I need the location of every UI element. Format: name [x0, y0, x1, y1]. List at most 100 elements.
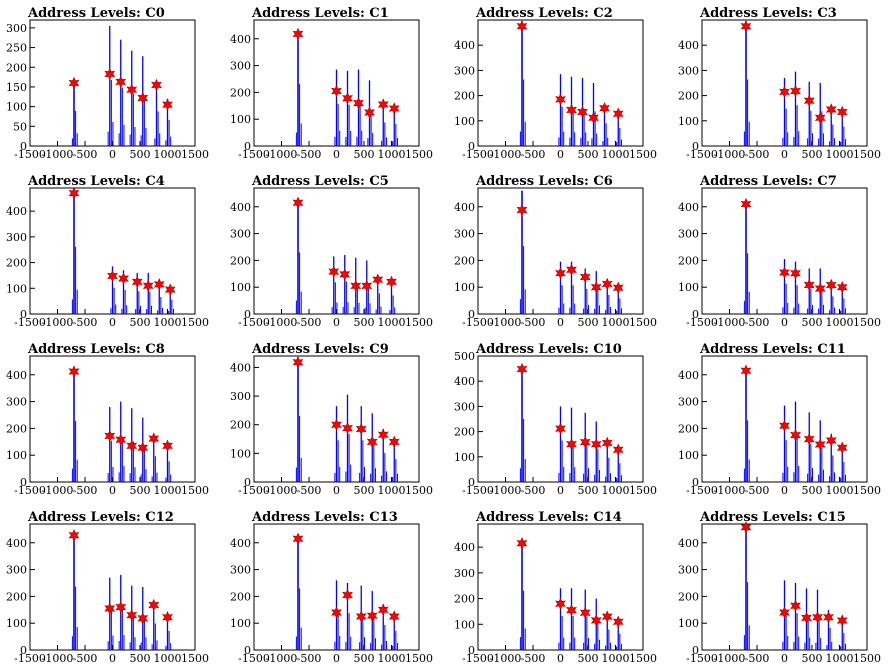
y-tick-label: 0 [244, 476, 251, 489]
x-tick-label: 1500 [629, 148, 657, 161]
y-tick-label: 100 [678, 617, 699, 630]
y-tick-label: 0 [692, 140, 699, 153]
panel-title: Address Levels: C6 [475, 174, 613, 189]
y-tick-label: 100 [678, 115, 699, 128]
peak-marker [339, 268, 351, 281]
y-tick-label: 0 [20, 308, 27, 321]
peak-marker [566, 437, 577, 451]
x-tick-label: 0 [333, 652, 340, 665]
histogram-panel: Address Levels: C2 0 100 200 300 400 -1500-100… [454, 6, 657, 161]
y-tick-label: 0 [244, 140, 251, 153]
x-tick-label: -500 [297, 148, 322, 161]
x-tick-label: -1000 [490, 316, 522, 329]
peak-marker [601, 610, 613, 623]
y-tick-label: 300 [454, 64, 475, 77]
y-tick-label: 200 [230, 590, 251, 603]
peak-marker [115, 75, 127, 89]
y-tick-label: 300 [678, 396, 699, 409]
plot-frame [253, 187, 420, 315]
y-tick-label: 200 [678, 254, 699, 267]
peak-marker [825, 434, 837, 447]
x-tick-label: 1000 [378, 148, 406, 161]
x-tick-label: 0 [781, 316, 788, 329]
x-tick-label: 1000 [602, 484, 630, 497]
peak-marker [115, 600, 127, 614]
panel-title: Address Levels: C11 [699, 342, 846, 357]
peak-marker [342, 92, 353, 105]
x-tick-label: 500 [354, 652, 375, 665]
peak-marker [131, 275, 143, 289]
x-tick-label: 1000 [378, 652, 406, 665]
y-tick-label: 0 [244, 308, 251, 321]
x-tick-label: 1500 [629, 484, 657, 497]
peak-marker [566, 263, 577, 277]
x-tick-label: -500 [73, 148, 98, 161]
peak-marker [566, 103, 577, 117]
x-tick-label: 1000 [602, 316, 630, 329]
y-tick-label: 200 [230, 86, 251, 99]
peak-marker [779, 85, 790, 99]
peak-marker [350, 279, 362, 293]
peak-marker [331, 418, 342, 431]
peak-marker [740, 20, 752, 33]
x-tick-label: -1500 [238, 148, 270, 161]
y-tick-label: 200 [6, 257, 27, 270]
peak-marker [590, 280, 602, 294]
y-tick-label: 400 [6, 369, 27, 382]
peak-marker [814, 111, 826, 125]
x-tick-label: -500 [521, 316, 546, 329]
x-tick-label: -500 [73, 652, 98, 665]
x-tick-label: 1500 [853, 148, 881, 161]
y-tick-label: 300 [454, 567, 475, 580]
y-tick-label: 300 [6, 564, 27, 577]
x-tick-label: 0 [557, 652, 564, 665]
peak-marker [555, 597, 566, 610]
peak-marker [803, 278, 815, 292]
peak-marker [612, 615, 624, 628]
panel-title: Address Levels: C9 [251, 342, 389, 357]
x-tick-label: 0 [109, 484, 116, 497]
y-tick-label: 100 [454, 281, 475, 294]
histogram-panel: Address Levels: C15 0 100 200 300 400 -1500-10… [678, 510, 881, 665]
x-tick-label: -500 [73, 316, 98, 329]
panel-title: Address Levels: C12 [27, 510, 174, 525]
y-tick-label: 300 [6, 231, 27, 244]
peak-marker [118, 272, 129, 285]
y-tick-label: 300 [454, 400, 475, 413]
x-tick-label: 1000 [826, 148, 854, 161]
peak-marker [162, 439, 173, 453]
peak-marker [740, 520, 752, 534]
y-tick-label: 400 [678, 369, 699, 382]
peak-marker [599, 101, 610, 115]
peak-marker [588, 111, 599, 125]
x-tick-label: 1500 [629, 316, 657, 329]
peak-marker [104, 602, 116, 615]
peak-marker [292, 356, 304, 369]
x-tick-label: 0 [109, 148, 116, 161]
y-tick-label: 200 [454, 593, 475, 606]
peak-marker [836, 614, 848, 627]
histogram-panel: Address Levels: C3 0 100 200 300 400 -1500-100… [678, 6, 881, 161]
peak-marker [137, 91, 149, 105]
peak-marker [137, 612, 149, 625]
y-tick-label: 100 [6, 617, 27, 630]
x-tick-label: 1000 [154, 652, 182, 665]
histogram-panel: Address Levels: C8 0 100 200 300 400 -1500-100… [6, 342, 209, 497]
x-tick-label: 1500 [181, 148, 209, 161]
y-tick-label: 100 [454, 115, 475, 128]
peak-marker [790, 267, 801, 280]
x-tick-label: 0 [781, 652, 788, 665]
peak-marker [366, 435, 378, 449]
y-tick-label: 200 [6, 590, 27, 603]
y-tick-label: 100 [6, 282, 27, 295]
plot-frame [29, 523, 196, 651]
y-tick-label: 200 [454, 90, 475, 103]
x-tick-label: -1000 [490, 652, 522, 665]
x-tick-label: 1500 [853, 316, 881, 329]
peak-marker [516, 537, 528, 550]
y-tick-label: 400 [454, 375, 475, 388]
panel-title: Address Levels: C3 [699, 6, 837, 21]
y-tick-label: 300 [454, 228, 475, 241]
peak-marker [577, 105, 588, 119]
